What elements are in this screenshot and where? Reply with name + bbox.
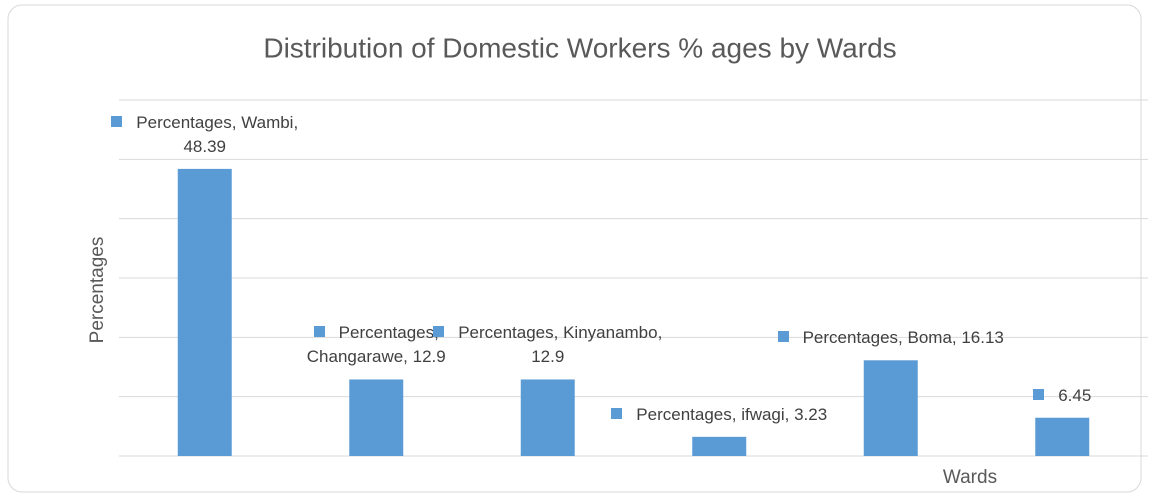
legend-key [1033, 388, 1045, 400]
legend-key [111, 115, 123, 127]
legend-key [777, 331, 789, 343]
data-label: 6.45 [947, 384, 1149, 408]
data-label-text: Percentages, Boma, 16.13 [802, 328, 1004, 348]
bar [349, 379, 404, 456]
x-axis-title: Wards [943, 467, 997, 488]
data-label: Percentages, Changarawe, 12.9 [261, 321, 491, 369]
legend-key [433, 326, 445, 338]
data-label: Percentages, ifwagi, 3.23 [604, 403, 834, 427]
data-label: Percentages, Kinyanambo, 12.9 [433, 321, 663, 369]
legend-key [611, 407, 623, 419]
data-label: Percentages, Wambi, 48.39 [90, 111, 320, 159]
data-label-text: Percentages, ifwagi, 3.23 [636, 404, 828, 424]
data-label-text: 6.45 [1058, 385, 1092, 405]
chart-title: Distribution of Domestic Workers % ages … [263, 32, 896, 63]
bar [177, 168, 232, 457]
chart-border [7, 4, 1142, 493]
bar [520, 379, 575, 456]
data-label: Percentages, Boma, 16.13 [776, 326, 1006, 350]
y-axis-title: Percentages [87, 237, 108, 344]
bar [1035, 417, 1090, 456]
data-label-text: Percentages, Wambi, 48.39 [136, 112, 299, 156]
data-label-text: Percentages, Kinyanambo, 12.9 [458, 323, 663, 367]
legend-key [313, 326, 325, 338]
bar [692, 436, 747, 456]
bar [863, 360, 918, 456]
data-label-text: Percentages, Changarawe, 12.9 [306, 323, 446, 367]
